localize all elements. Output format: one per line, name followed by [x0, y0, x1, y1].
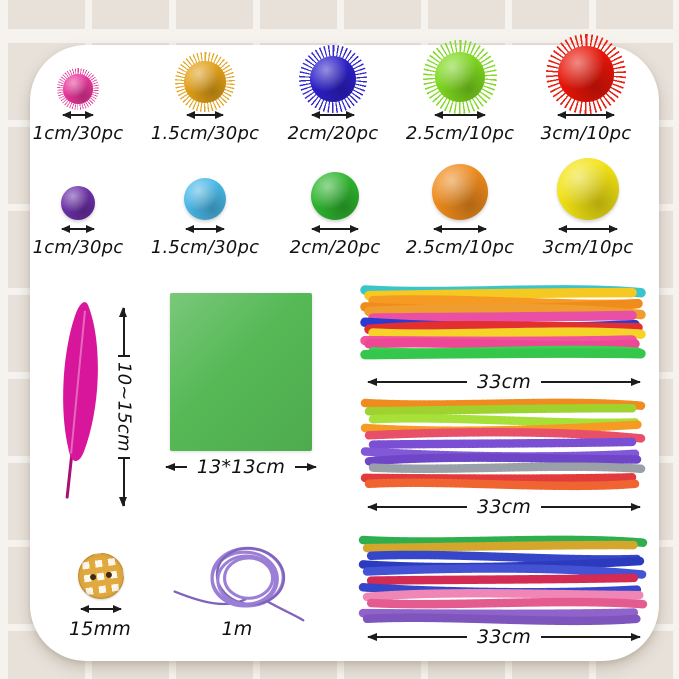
- glitter-pom-item: 2.5cm/10pc: [395, 40, 525, 144]
- pipe-cleaner-bundle-glitter: [358, 535, 648, 626]
- plain-pom-item: 3cm/10pc: [523, 156, 653, 258]
- pom-slot: [184, 156, 226, 220]
- h-arrow-left-icon: [366, 377, 468, 386]
- plain-pom-item: 1cm/30pc: [13, 156, 143, 258]
- glitter-pom-item: 3cm/10pc: [521, 33, 651, 144]
- bundle-length-label: 33cm: [477, 496, 531, 518]
- paper-size-dimension: 13*13cm: [165, 456, 317, 478]
- glitter-pom-item: 1cm/30pc: [13, 46, 143, 144]
- pom-slot: [423, 40, 497, 114]
- button-hole-icon: [105, 571, 113, 579]
- size-label: 2.5cm/10pc: [405, 237, 515, 258]
- plain-pom-icon: [184, 178, 226, 220]
- pom-slot: [557, 156, 619, 220]
- h-dimension-arrow-icon: [80, 604, 122, 613]
- bundle-length-dimension: 33cm: [366, 626, 642, 648]
- v-arrow-down-icon: [118, 456, 130, 508]
- pom-slot: [298, 44, 368, 114]
- feather-image: [63, 302, 98, 499]
- h-dimension-arrow-icon: [557, 110, 615, 119]
- button-size-label: 15mm: [69, 618, 131, 640]
- pipe-cleaner-bundle-striped: [360, 398, 646, 491]
- h-dimension-arrow-icon: [311, 224, 359, 233]
- feather-length-dimension: 10~15cm: [104, 306, 144, 508]
- glitter-pom-icon: [298, 44, 368, 114]
- size-label: 3cm/10pc: [542, 237, 634, 258]
- size-label: 1.5cm/30pc: [150, 123, 260, 144]
- h-arrow-left-icon: [366, 502, 468, 511]
- plain-pom-icon: [311, 172, 359, 220]
- glitter-pom-icon: [56, 67, 100, 111]
- h-dimension-arrow-icon: [185, 224, 225, 233]
- plain-pom-icon: [61, 186, 95, 220]
- size-label: 1.5cm/30pc: [150, 237, 260, 258]
- h-dimension-arrow-icon: [433, 224, 487, 233]
- size-label: 1cm/30pc: [32, 237, 124, 258]
- h-dimension-arrow-icon: [61, 224, 95, 233]
- glitter-pom-icon: [545, 33, 627, 115]
- size-label: 2cm/20pc: [289, 237, 381, 258]
- glitter-pom-icon: [423, 40, 497, 114]
- h-dimension-arrow-icon: [311, 110, 355, 119]
- h-dimension-arrow-icon: [558, 224, 618, 233]
- size-label: 1cm/30pc: [32, 123, 124, 144]
- plain-pom-item: 1.5cm/30pc: [140, 156, 270, 258]
- h-arrow-right-icon: [540, 502, 642, 511]
- h-arrow-left-icon: [366, 632, 468, 641]
- bundle-length-label: 33cm: [477, 371, 531, 393]
- pom-slot: [432, 156, 488, 220]
- plain-pom-icon: [557, 158, 619, 220]
- h-arrow-left-icon: [165, 462, 187, 471]
- pom-slot: [545, 33, 627, 115]
- bundle-length-label: 33cm: [477, 626, 531, 648]
- plain-pom-icon: [432, 164, 488, 220]
- plain-pom-item: 2.5cm/10pc: [395, 156, 525, 258]
- glitter-pom-item: 2cm/20pc: [268, 44, 398, 144]
- glitter-pom-icon: [174, 51, 236, 113]
- h-dimension-arrow-icon: [186, 110, 224, 119]
- h-arrow-right-icon: [540, 632, 642, 641]
- pipe-cleaner-bundle-plain: [360, 285, 646, 360]
- pom-slot: [311, 156, 359, 220]
- pom-slot: [61, 156, 95, 220]
- bundle-length-dimension: 33cm: [366, 371, 642, 393]
- button-hole-icon: [89, 573, 97, 581]
- v-arrow-up-icon: [118, 306, 130, 358]
- pom-slot: [56, 46, 100, 111]
- cord-length-label: 1m: [221, 618, 253, 640]
- pom-slot: [174, 46, 236, 113]
- h-arrow-right-icon: [295, 462, 317, 471]
- bundle-length-dimension: 33cm: [366, 496, 642, 518]
- paper-square-image: [170, 293, 312, 451]
- feather-length-label: 10~15cm: [113, 362, 135, 452]
- h-arrow-right-icon: [540, 377, 642, 386]
- cord-image: [173, 546, 305, 622]
- size-label: 3cm/10pc: [540, 123, 632, 144]
- size-label: 2.5cm/10pc: [405, 123, 515, 144]
- h-dimension-arrow-icon: [434, 110, 486, 119]
- h-dimension-arrow-icon: [62, 110, 94, 119]
- size-label: 2cm/20pc: [287, 123, 379, 144]
- glitter-pom-item: 1.5cm/30pc: [140, 46, 270, 144]
- paper-size-label: 13*13cm: [196, 456, 286, 478]
- plain-pom-item: 2cm/20pc: [270, 156, 400, 258]
